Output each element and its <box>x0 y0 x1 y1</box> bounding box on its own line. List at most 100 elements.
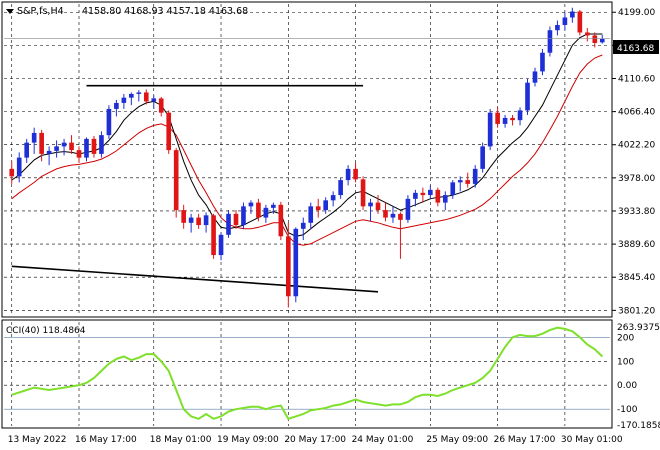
candle-body <box>151 98 157 102</box>
price-tick-label: 3933.80 <box>618 207 655 217</box>
candle-body <box>480 146 485 169</box>
price-tick-label: 3845.40 <box>618 273 655 283</box>
candle-body <box>203 215 209 226</box>
price-tick-label: 3889.60 <box>618 240 655 250</box>
slow-moving-average-line <box>11 54 603 246</box>
candle-body <box>330 195 336 201</box>
cci-tick-label: 100 <box>617 357 634 367</box>
candle-body <box>315 206 321 211</box>
candle-body <box>278 204 284 237</box>
time-tick-label: 25 May 09:00 <box>426 435 488 445</box>
candle-body <box>442 195 448 203</box>
fast-moving-average-line <box>11 33 603 237</box>
candle-body <box>106 108 112 136</box>
menu-triangle-icon[interactable] <box>6 9 14 14</box>
ohlc-readout: 4158.80 4168.93 4157.18 4163.68 <box>82 6 248 17</box>
candle-body <box>375 202 381 211</box>
cci-panel <box>4 326 610 420</box>
time-tick-label: 19 May 09:00 <box>217 435 279 445</box>
candle-body <box>390 213 396 218</box>
cci-tick-label: -100 <box>617 405 638 415</box>
candle-body <box>323 200 329 211</box>
candle-body <box>398 213 403 220</box>
candle-body <box>181 210 186 223</box>
candle-body <box>188 217 194 223</box>
price-tick-label: 3978.00 <box>618 174 655 184</box>
candle-body <box>420 192 426 196</box>
price-tick-label: 4110.60 <box>618 74 655 84</box>
horizontal-level-line <box>11 265 379 293</box>
candle-body <box>465 180 471 184</box>
candle-body <box>241 206 246 226</box>
candle-body <box>457 180 463 183</box>
candle-body <box>114 102 119 109</box>
current-price-tag <box>613 40 659 54</box>
candle-body <box>256 202 261 218</box>
candle-body <box>173 150 179 211</box>
candle-body <box>577 11 583 33</box>
candle-body <box>285 236 291 297</box>
candle-body <box>271 204 276 208</box>
candle-body <box>338 180 343 196</box>
candle-body <box>218 234 224 256</box>
candle-body <box>345 168 351 181</box>
candle-body <box>360 179 366 207</box>
candle-body <box>158 98 164 113</box>
price-panel <box>4 7 610 308</box>
time-tick-label: 20 May 17:00 <box>284 435 346 445</box>
candle-body <box>450 182 456 196</box>
candle-body <box>129 93 134 98</box>
candle-body <box>547 30 553 53</box>
candle-body <box>428 189 433 196</box>
symbol-label: S&P,fs,H4 <box>17 6 64 17</box>
candle-body <box>293 228 299 297</box>
candle-body <box>69 142 74 151</box>
current-price-value: 4163.68 <box>617 44 654 54</box>
price-panel-border <box>1 1 613 318</box>
candle-body <box>16 157 22 177</box>
candle-body <box>525 82 530 111</box>
cci-panel-border <box>1 319 613 429</box>
candle-body <box>383 210 388 218</box>
candle-body <box>300 222 306 229</box>
candle-body <box>61 142 67 147</box>
candle-body <box>84 138 89 158</box>
candle-body <box>517 110 523 121</box>
candle-body <box>555 24 560 31</box>
candle-body <box>136 92 142 94</box>
candle-body <box>308 206 314 223</box>
candle-body <box>472 168 478 184</box>
price-tick-label: 3801.20 <box>618 306 655 316</box>
time-tick-label: 16 May 17:00 <box>75 435 137 445</box>
candle-body <box>584 32 590 36</box>
candle-body <box>532 71 538 83</box>
candle-body <box>405 198 411 220</box>
candle-body <box>248 202 254 207</box>
candle-body <box>487 112 493 147</box>
price-tick-label: 4199.00 <box>618 8 655 18</box>
candle-body <box>46 150 52 154</box>
candle-body <box>99 135 104 154</box>
candle-body <box>166 112 172 151</box>
candle-body <box>599 38 605 43</box>
candle-body <box>91 138 97 154</box>
candle-body <box>495 112 500 124</box>
candle-body <box>54 146 59 151</box>
time-tick-label: 24 May 01:00 <box>352 435 414 445</box>
candle-body <box>368 202 373 207</box>
candle-body <box>413 192 418 199</box>
candle-body <box>510 117 515 121</box>
candle-body <box>502 117 508 124</box>
candle-body <box>540 52 545 72</box>
time-tick-label: 18 May 01:00 <box>150 435 212 445</box>
candle-body <box>592 35 598 43</box>
candle-body <box>435 189 441 203</box>
candle-body <box>76 150 82 158</box>
cci-tick-label: 200 <box>617 333 634 343</box>
price-tick-label: 4066.40 <box>618 108 655 118</box>
cci-tick-label: 263.9375 <box>617 323 660 333</box>
candle-body <box>9 168 15 177</box>
